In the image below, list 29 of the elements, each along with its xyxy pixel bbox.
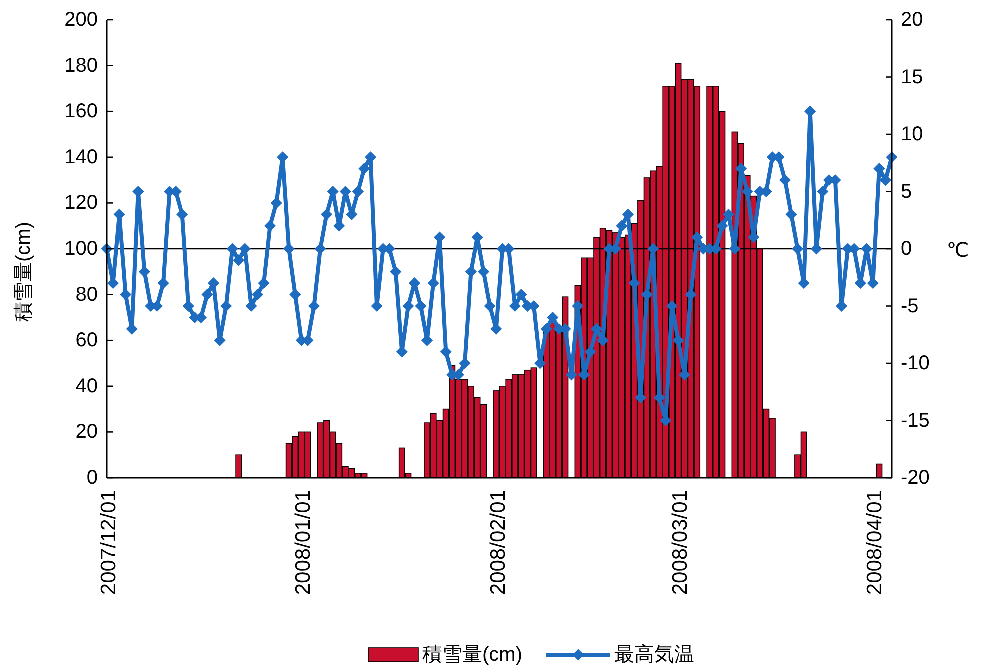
y-tick-label: 200: [64, 9, 98, 31]
y2-tick-label: -5: [901, 295, 919, 318]
y-tick-label: 180: [64, 54, 98, 77]
y-tick-label: 160: [64, 100, 98, 123]
y2-tick-label: -15: [901, 410, 930, 432]
x-tick-label: 2008/03/01: [668, 490, 692, 596]
y-tick-label: 100: [64, 238, 98, 260]
y-tick-label: 40: [76, 375, 98, 398]
y-tick-label: 80: [76, 284, 98, 306]
y-tick-label: 140: [64, 146, 98, 168]
y2-tick-label: 15: [901, 66, 924, 88]
y2-tick-label: -10: [901, 352, 930, 374]
y-axis-title: 積雪量(cm): [13, 222, 35, 322]
x-tick-label: 2008/01/01: [292, 490, 316, 596]
y-tick-label: 60: [76, 330, 98, 352]
y2-tick-label: -20: [901, 467, 930, 489]
x-tick-label: 2008/04/01: [864, 490, 887, 596]
legend-label: 最高気温: [614, 643, 694, 666]
y2-tick-label: 0: [901, 238, 912, 260]
x-tick-label: 2008/02/01: [486, 490, 510, 596]
y2-tick-label: 20: [901, 9, 924, 31]
legend-label: 積雪量(cm): [422, 644, 522, 666]
y-tick-label: 120: [64, 192, 98, 214]
y2-tick-label: 5: [901, 180, 912, 203]
y2-axis-title: ℃: [946, 240, 970, 262]
y-tick-label: 20: [76, 421, 98, 444]
y2-tick-label: 10: [901, 124, 924, 146]
x-tick-label: 2007/12/01: [98, 490, 120, 596]
y-tick-label: 0: [86, 467, 98, 489]
